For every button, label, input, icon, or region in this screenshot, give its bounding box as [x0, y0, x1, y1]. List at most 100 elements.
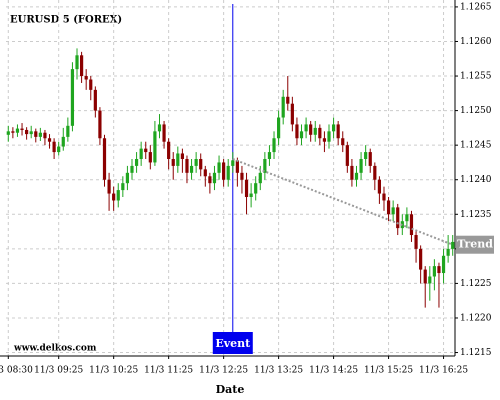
trend-label-box — [456, 235, 494, 254]
event-label: Event — [215, 337, 251, 350]
candle-body — [231, 160, 235, 166]
candle-body — [212, 172, 217, 184]
candle-body — [208, 176, 212, 184]
candle-body — [258, 172, 262, 184]
candle-body — [373, 165, 377, 180]
candle-body — [116, 190, 120, 201]
candle-body — [286, 96, 290, 104]
candle-body — [157, 124, 162, 132]
candle-body — [167, 141, 171, 159]
candle-body — [364, 152, 368, 159]
candle-body — [290, 103, 294, 125]
trend-line — [232, 158, 454, 246]
x-tick-label: 11/3 08:30 — [0, 366, 33, 376]
candle-body — [93, 89, 97, 111]
candle-body — [125, 172, 130, 184]
candle-body — [272, 138, 276, 153]
candle-body — [368, 152, 372, 166]
candle-body — [336, 124, 340, 139]
x-tick-label: 11/3 16:25 — [419, 366, 468, 376]
candle-body — [354, 172, 359, 180]
candle-body — [171, 158, 175, 166]
candle-body — [405, 214, 409, 222]
candle-body — [318, 127, 322, 139]
candle-body — [185, 158, 189, 173]
candle-body — [6, 131, 10, 135]
x-tick-label: 11/3 15:25 — [364, 366, 413, 376]
candle-body — [331, 124, 336, 132]
candle-body — [341, 138, 345, 146]
candle-body — [43, 132, 47, 139]
x-tick-label: 11/3 11:25 — [144, 366, 193, 376]
x-tick-label: 11/3 13:25 — [254, 366, 303, 376]
candle-body — [176, 153, 180, 166]
candle-body — [451, 241, 455, 249]
candle-body — [134, 158, 139, 166]
candle-body — [386, 200, 391, 215]
candle-body — [20, 128, 24, 130]
candle-body — [199, 158, 203, 170]
candle-body — [249, 193, 253, 198]
y-tick-label: 1.1235 — [460, 210, 492, 220]
candle-body — [98, 110, 102, 139]
candle-body — [391, 207, 395, 215]
candle-body — [309, 124, 313, 135]
candle-body — [34, 131, 38, 137]
y-tick-label: 1.1250 — [460, 106, 492, 116]
candle-body — [79, 55, 84, 77]
candle-body — [244, 179, 249, 198]
candle-body — [102, 138, 107, 180]
candle-body — [148, 152, 152, 163]
candle-body — [222, 162, 226, 180]
candle-body — [57, 146, 61, 153]
candle-body — [327, 131, 331, 142]
candle-body — [29, 131, 33, 135]
candle-body — [377, 179, 382, 194]
candle-body — [441, 255, 446, 274]
candle-body — [89, 79, 93, 90]
candle-body — [38, 132, 42, 137]
candle-body — [419, 248, 423, 270]
candle-body — [217, 162, 221, 173]
x-tick-label: 11/3 12:25 — [199, 366, 248, 376]
candle-body — [240, 172, 244, 180]
chart-title: EURUSD 5 (FOREX) — [10, 15, 122, 26]
candle-body — [121, 183, 125, 191]
candle-body — [75, 55, 79, 70]
y-tick-label: 1.1260 — [460, 37, 492, 47]
x-tick-label: 11/3 14:25 — [309, 366, 358, 376]
candle-body — [281, 96, 285, 118]
y-tick-label: 1.1255 — [460, 72, 492, 82]
candle-body — [11, 131, 15, 133]
trend-label: Trend — [457, 238, 493, 251]
candle-body — [203, 169, 207, 177]
candle-body — [254, 183, 258, 194]
candle-body — [47, 138, 52, 142]
candle-body — [432, 266, 436, 277]
candle-body — [345, 145, 349, 166]
candle-body — [162, 124, 166, 142]
candle-body — [428, 276, 432, 284]
event-box — [212, 332, 253, 354]
y-tick-label: 1.1215 — [460, 348, 492, 358]
candle-body — [263, 158, 267, 173]
candle-body — [382, 193, 386, 201]
x-axis-title: Date — [216, 383, 245, 396]
candle-body — [446, 248, 450, 256]
candle-body — [84, 76, 88, 80]
x-tick-label: 11/3 09:25 — [34, 366, 83, 376]
candle-body — [25, 129, 29, 135]
candle-body — [437, 266, 441, 274]
candle-body — [322, 138, 327, 142]
candle-body — [139, 148, 143, 159]
candle-body — [299, 131, 304, 139]
candle-body — [235, 160, 239, 173]
candle-body — [112, 193, 116, 201]
candle-body — [180, 153, 184, 159]
candle-body — [414, 235, 418, 249]
y-tick-label: 1.1245 — [460, 141, 492, 151]
candle-body — [15, 128, 20, 133]
y-tick-label: 1.1265 — [460, 2, 492, 12]
candle-body — [295, 124, 299, 139]
y-tick-label: 1.1220 — [460, 313, 492, 323]
